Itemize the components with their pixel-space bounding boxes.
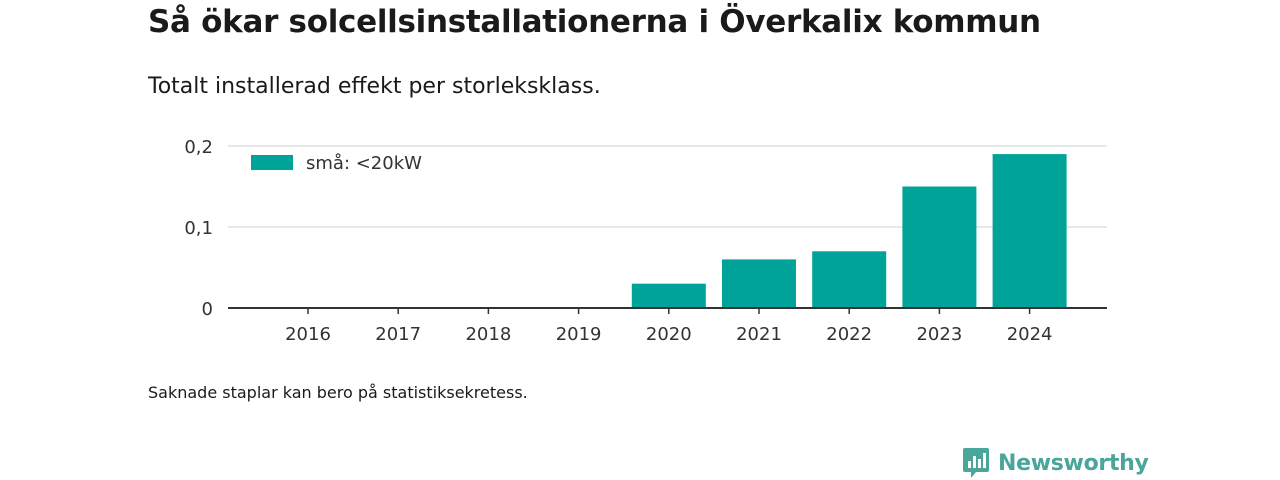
- x-tick-label: 2020: [646, 324, 692, 345]
- bar-2020: [631, 283, 706, 308]
- y-axis-ticks: 0 0,1 0,2: [184, 137, 213, 320]
- x-tick-label: 2018: [465, 324, 511, 345]
- x-tick-label: 2022: [826, 324, 872, 345]
- x-tick-label: 2024: [1007, 324, 1053, 345]
- brand-name: Newsworthy: [998, 450, 1149, 476]
- chart-subtitle: Totalt installerad effekt per storlekskl…: [148, 74, 601, 99]
- footnote: Saknade staplar kan bero på statistiksek…: [148, 383, 528, 402]
- x-tick-label: 2021: [736, 324, 782, 345]
- chart-title: Så ökar solcellsinstallationerna i Överk…: [148, 4, 1041, 40]
- bar-2021: [722, 259, 796, 308]
- bar-2023: [902, 186, 977, 308]
- bar-chart: 0 0,1 0,2 2016 2017 2018 2019 2020 2021 2022 2023…: [184, 137, 1107, 345]
- x-tick-label: 2019: [556, 324, 602, 345]
- x-axis-ticks: 2016 2017 2018 2019 2020 2021 2022 2023 2024: [285, 308, 1053, 345]
- y-tick-label: 0,2: [184, 137, 213, 158]
- bar-2022: [812, 251, 887, 308]
- legend-swatch: [251, 155, 293, 170]
- legend-label: små: <20kW: [306, 153, 422, 174]
- x-tick-label: 2017: [375, 324, 421, 345]
- bar-series: [631, 154, 1067, 308]
- bar-2024: [992, 154, 1067, 308]
- y-tick-label: 0,1: [184, 218, 213, 239]
- x-tick-label: 2016: [285, 324, 331, 345]
- legend: små: <20kW: [251, 153, 422, 174]
- y-tick-label: 0: [202, 299, 213, 320]
- newsworthy-logo: Newsworthy: [962, 446, 1149, 480]
- x-tick-label: 2023: [916, 324, 962, 345]
- bar-chart-logo-icon: [963, 448, 989, 478]
